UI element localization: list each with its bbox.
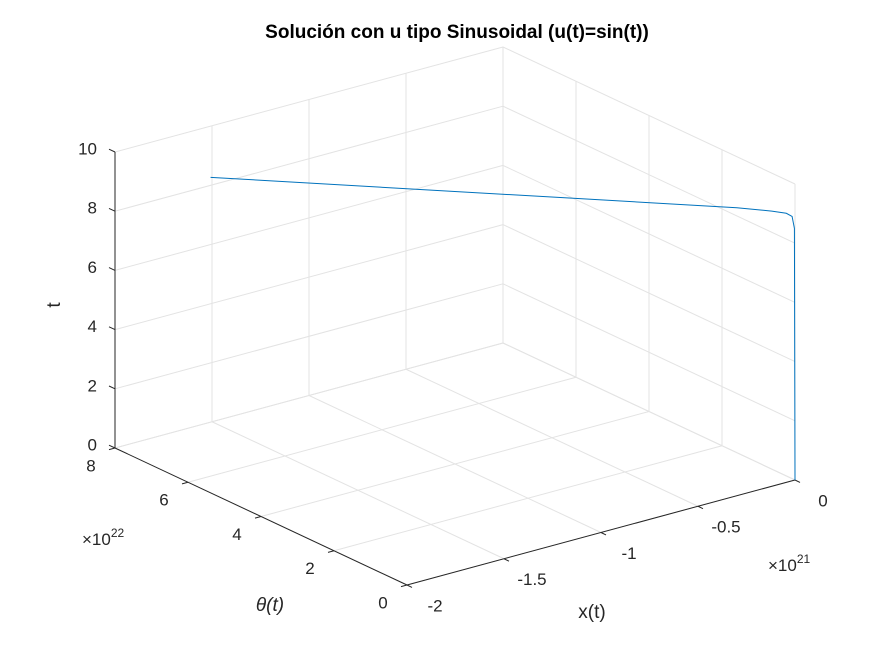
grid-line [114,342,504,449]
grid-line [502,224,796,363]
line [210,176,796,481]
x-multiplier: ×1021 [768,552,811,575]
z-tick-label: 0 [88,435,97,454]
x-tick [503,558,510,562]
x-tick-label: -2 [427,596,442,615]
x-tick-label: 0 [818,491,827,510]
x-tick [406,584,413,588]
y-multiplier-base: ×10 [82,530,111,549]
y-axis-label: θ(t) [256,595,284,616]
grid-line [502,46,796,185]
y-tick [181,481,189,485]
grid-line [114,46,504,153]
grid-line [114,164,504,271]
x-axis-label: x(t) [578,602,605,623]
z-tick [108,267,116,271]
x-multiplier-exponent: 21 [797,552,811,566]
chart-title: Solución con u tipo Sinusoidal (u(t)=sin… [265,22,649,43]
x-tick-label: -1.5 [517,570,546,589]
grid-line [187,376,577,483]
y-tick-label: 2 [305,559,314,578]
y-tick [108,447,116,451]
grid-line [502,283,796,422]
grid-line [114,105,504,212]
z-tick-label: 4 [88,317,97,336]
y-tick-label: 8 [86,456,95,475]
y-tick-label: 0 [378,593,387,612]
x-tick [600,532,607,536]
z-tick-label: 10 [78,139,97,158]
x-tick-label: -0.5 [711,518,740,537]
grid-line [114,283,504,390]
y-tick [254,516,262,519]
grid-line [502,105,796,244]
z-tick [108,148,116,153]
grid-line [502,342,796,481]
y-tick [400,584,408,588]
y-multiplier: ×1022 [82,526,125,549]
x-tick-label: -1 [621,544,636,563]
z-tick-label: 8 [88,199,97,218]
grid-line [260,411,650,517]
x-multiplier-base: ×10 [768,556,797,575]
x-tick [697,505,704,510]
y-tick-label: 6 [159,491,168,510]
z-axis-label: t [44,302,65,308]
y-multiplier-exponent: 22 [111,526,125,540]
z-tick-label: 6 [88,258,97,277]
z-tick [108,385,116,390]
grid-line [114,224,504,331]
z-tick-label: 2 [88,376,97,395]
y-tick [327,550,335,553]
grid-line [502,164,796,303]
z-tick [108,444,116,449]
grid-line [333,445,723,552]
z-tick [108,207,116,212]
y-tick-label: 4 [232,525,241,544]
x-tick [794,479,801,483]
z-tick [108,326,116,331]
